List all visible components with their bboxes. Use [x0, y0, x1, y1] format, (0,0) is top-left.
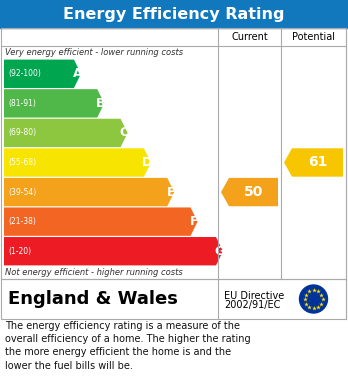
Text: (1-20): (1-20): [8, 247, 31, 256]
Text: E: E: [166, 186, 175, 199]
Circle shape: [300, 285, 327, 313]
Bar: [1, 279, 346, 319]
Text: A: A: [73, 67, 82, 80]
Polygon shape: [4, 178, 174, 206]
Text: The energy efficiency rating is a measure of the
overall efficiency of a home. T: The energy efficiency rating is a measur…: [5, 321, 251, 371]
Text: B: B: [96, 97, 105, 110]
Polygon shape: [4, 89, 104, 118]
Bar: [1, 28, 346, 279]
Polygon shape: [4, 59, 81, 88]
Text: Very energy efficient - lower running costs: Very energy efficient - lower running co…: [5, 48, 183, 57]
Text: (21-38): (21-38): [8, 217, 36, 226]
Text: F: F: [190, 215, 198, 228]
Text: C: C: [119, 126, 129, 140]
Text: Energy Efficiency Rating: Energy Efficiency Rating: [63, 7, 285, 22]
Text: England & Wales: England & Wales: [8, 290, 178, 308]
Polygon shape: [4, 148, 151, 177]
Text: (55-68): (55-68): [8, 158, 36, 167]
Text: EU Directive: EU Directive: [224, 291, 284, 301]
Polygon shape: [4, 208, 198, 236]
Polygon shape: [4, 237, 223, 265]
Bar: [0, 0, 348, 28]
Polygon shape: [221, 178, 278, 206]
Text: 2002/91/EC: 2002/91/EC: [224, 300, 280, 310]
Text: (39-54): (39-54): [8, 188, 36, 197]
Text: G: G: [214, 245, 224, 258]
Text: (92-100): (92-100): [8, 69, 41, 78]
Text: Current: Current: [231, 32, 268, 42]
Polygon shape: [4, 119, 128, 147]
Text: 50: 50: [244, 185, 263, 199]
Text: D: D: [142, 156, 152, 169]
Text: Potential: Potential: [292, 32, 335, 42]
Text: 61: 61: [308, 156, 327, 170]
Text: (69-80): (69-80): [8, 128, 36, 137]
Text: (81-91): (81-91): [8, 99, 36, 108]
Polygon shape: [284, 148, 343, 177]
Text: Not energy efficient - higher running costs: Not energy efficient - higher running co…: [5, 268, 183, 277]
